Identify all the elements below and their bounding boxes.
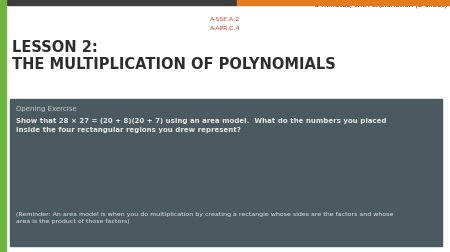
Bar bbox=[10, 100, 442, 246]
Text: 5 minutes, with explanation (2 slides): 5 minutes, with explanation (2 slides) bbox=[315, 2, 448, 8]
Bar bbox=[237, 0, 450, 6]
Text: (Reminder: An area model is when you do multiplication by creating a rectangle w: (Reminder: An area model is when you do … bbox=[16, 211, 393, 223]
Text: Opening Exercise: Opening Exercise bbox=[16, 106, 76, 112]
Text: THE MULTIPLICATION OF POLYNOMIALS: THE MULTIPLICATION OF POLYNOMIALS bbox=[12, 57, 336, 72]
Text: A-APR.C.4: A-APR.C.4 bbox=[210, 26, 240, 31]
Text: A-SSE.A.2: A-SSE.A.2 bbox=[210, 17, 240, 22]
Bar bbox=[0, 0, 6, 252]
Bar bbox=[7, 0, 237, 6]
Text: LESSON 2:: LESSON 2: bbox=[12, 40, 98, 55]
Text: Show that 28 × 27 = (20 + 8)(20 + 7) using an area model.  What do the numbers y: Show that 28 × 27 = (20 + 8)(20 + 7) usi… bbox=[16, 117, 387, 133]
